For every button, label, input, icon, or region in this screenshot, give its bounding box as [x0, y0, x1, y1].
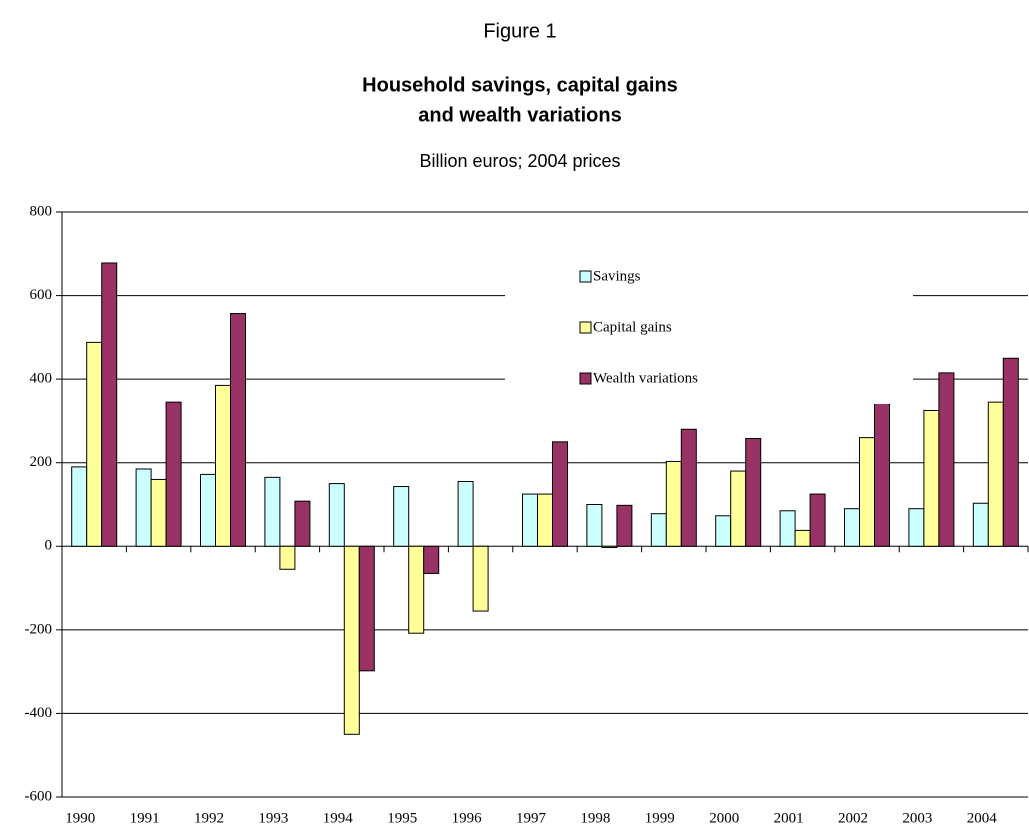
bar: [616, 504, 633, 547]
legend-swatch: [579, 270, 592, 283]
bar: [715, 515, 732, 547]
x-tick-label: 2003: [902, 810, 932, 826]
y-tick-label: 600: [30, 287, 53, 303]
x-tick-label: 1990: [65, 810, 95, 826]
bar: [165, 401, 182, 547]
y-tick-label: 400: [30, 371, 53, 387]
bar: [230, 313, 246, 547]
x-tick-label: 1994: [323, 810, 354, 826]
y-tick-label: 800: [30, 203, 53, 219]
bar: [457, 481, 474, 547]
bar: [745, 437, 762, 547]
bar: [552, 441, 568, 547]
legend-swatch: [579, 372, 592, 385]
bar: [200, 473, 216, 547]
bar: [264, 476, 281, 547]
bar: [86, 341, 103, 547]
chart-heading: Figure 1: [483, 20, 556, 42]
x-tick-label: 1999: [645, 810, 675, 826]
x-tick-label: 2004: [967, 810, 998, 826]
bar: [215, 384, 231, 547]
y-tick-label: 0: [45, 538, 53, 554]
bar: [779, 510, 796, 547]
bar: [537, 493, 553, 547]
x-tick-label: 2002: [838, 810, 868, 826]
legend-label: Wealth variations: [593, 370, 698, 386]
y-tick-label: -200: [25, 621, 53, 637]
bar: [938, 372, 955, 547]
bar: [923, 409, 940, 547]
bar: [794, 529, 811, 547]
bar: [859, 437, 875, 547]
x-tick-label: 1996: [452, 810, 483, 826]
bar: [358, 545, 375, 672]
y-tick-label: 200: [30, 454, 53, 470]
bar: [279, 545, 296, 570]
x-tick-label: 1992: [194, 810, 224, 826]
bar: [423, 545, 440, 574]
chart-subtitle: Billion euros; 2004 prices: [419, 151, 620, 171]
bar: [472, 545, 489, 612]
bar: [809, 493, 826, 547]
bar: [680, 428, 697, 547]
bar: [908, 508, 925, 547]
bar: [844, 508, 860, 547]
chart-title: Household savings, capital gains: [362, 74, 678, 96]
bar: [71, 466, 88, 547]
bar: [1002, 357, 1019, 547]
legend-box: [505, 252, 913, 404]
bar: [294, 500, 311, 547]
bar: [135, 468, 152, 547]
bar: [874, 401, 890, 547]
x-tick-label: 1998: [580, 810, 610, 826]
y-tick-label: -600: [25, 788, 53, 804]
x-tick-label: 2000: [709, 810, 739, 826]
bar: [987, 401, 1004, 547]
bar: [665, 460, 682, 547]
bar: [328, 483, 345, 547]
legend-label: Capital gains: [593, 319, 672, 335]
legend-label: Savings: [593, 268, 641, 284]
x-tick-label: 2001: [774, 810, 804, 826]
bar: [150, 478, 167, 547]
chart-title: and wealth variations: [418, 104, 621, 126]
bar: [601, 545, 618, 549]
legend-swatch: [579, 321, 592, 334]
bar: [522, 493, 538, 547]
bar: [586, 504, 603, 547]
x-tick-label: 1993: [258, 810, 288, 826]
bar: [650, 513, 667, 547]
bar: [393, 486, 410, 547]
bar: [730, 470, 747, 547]
x-tick-label: 1991: [130, 810, 160, 826]
bar: [343, 545, 360, 735]
bar: [101, 262, 118, 547]
y-tick-label: -400: [25, 705, 53, 721]
x-tick-label: 1995: [387, 810, 417, 826]
bar: [408, 545, 425, 634]
bar: [972, 502, 989, 547]
x-tick-label: 1997: [516, 810, 547, 826]
